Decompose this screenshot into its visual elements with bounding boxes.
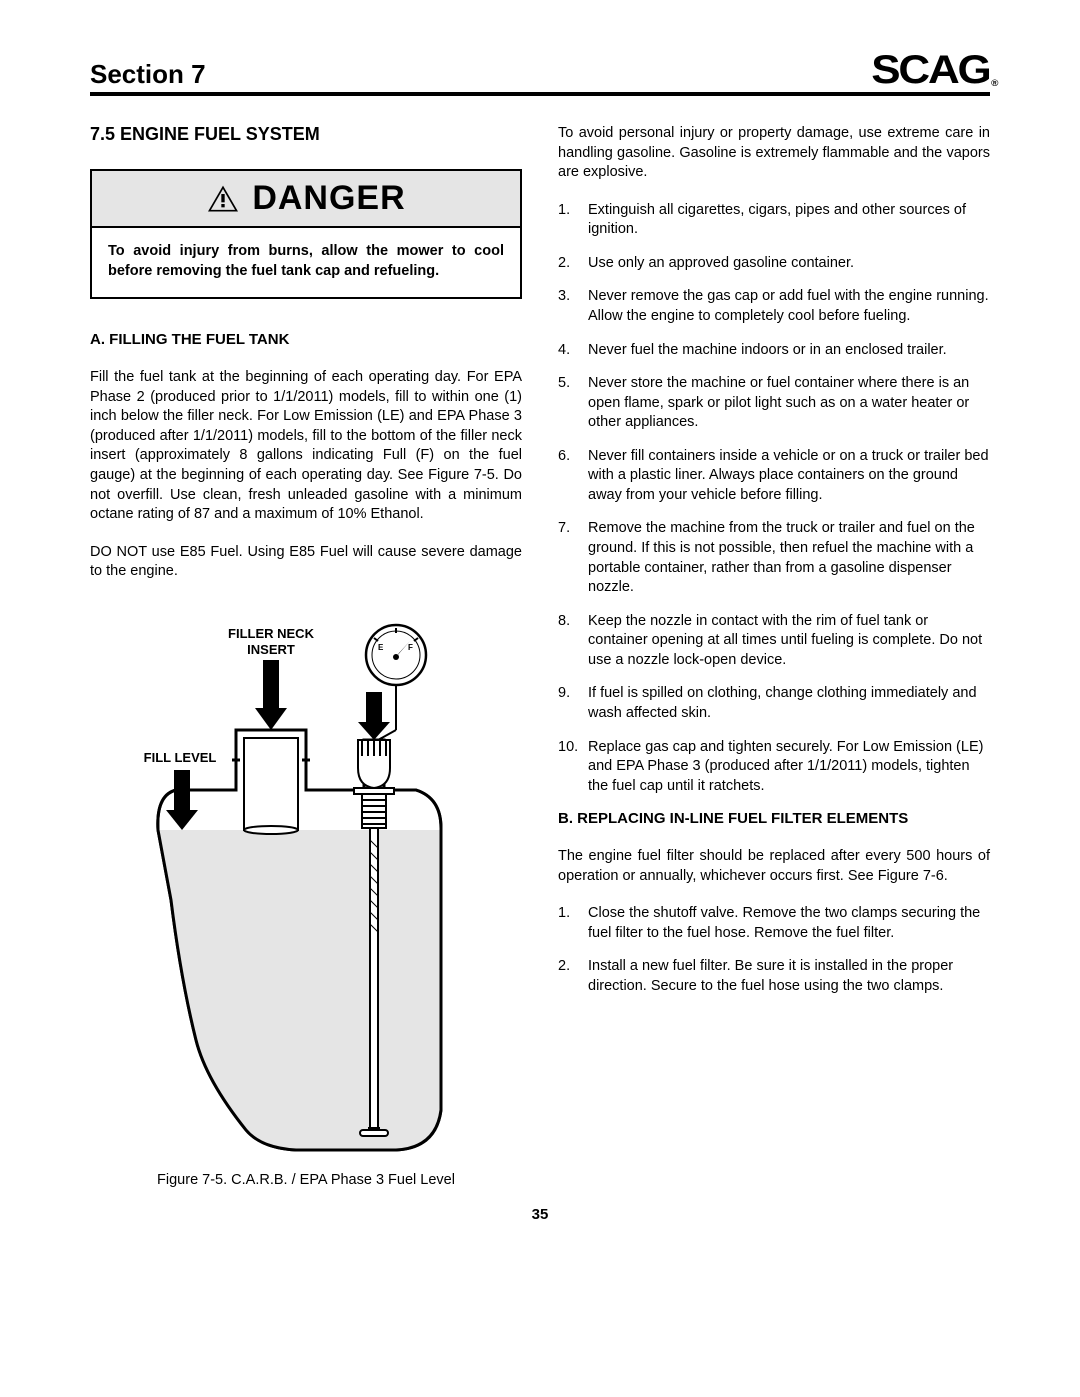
label-fill-level: FILL LEVEL (144, 750, 217, 765)
svg-text:E: E (378, 643, 384, 652)
page-header: Section 7 SCAG (90, 50, 990, 96)
list-item: Use only an approved gasoline container. (558, 254, 990, 274)
danger-body-text: To avoid injury from burns, allow the mo… (92, 228, 520, 297)
subheading-b: B. REPLACING IN-LINE FUEL FILTER ELEMENT… (558, 810, 990, 827)
warning-triangle-icon (206, 184, 240, 214)
figure-7-5: E F FILLER (136, 600, 476, 1160)
danger-title: DANGER (252, 179, 405, 218)
right-column: To avoid personal injury or property dam… (558, 124, 990, 1188)
list-item: Extinguish all cigarettes, cigars, pipes… (558, 201, 990, 240)
list-item: If fuel is spilled on clothing, change c… (558, 684, 990, 723)
list-item: Never fill containers inside a vehicle o… (558, 447, 990, 506)
list-item: Never remove the gas cap or add fuel wit… (558, 287, 990, 326)
danger-header: DANGER (92, 171, 520, 228)
heading-7-5: 7.5 ENGINE FUEL SYSTEM (90, 124, 522, 145)
subheading-a: A. FILLING THE FUEL TANK (90, 331, 522, 348)
content-columns: 7.5 ENGINE FUEL SYSTEM DANGER To avoid i… (90, 124, 990, 1188)
label-filler-neck: FILLER NECK (228, 626, 315, 641)
para-filter: The engine fuel filter should be replace… (558, 847, 990, 886)
para-e85: DO NOT use E85 Fuel. Using E85 Fuel will… (90, 543, 522, 582)
filter-steps-list: Close the shutoff valve. Remove the two … (558, 904, 990, 996)
para-fill-tank: Fill the fuel tank at the beginning of e… (90, 368, 522, 525)
brand-logo: SCAG (872, 50, 990, 90)
list-item: Close the shutoff valve. Remove the two … (558, 904, 990, 943)
list-item: Never fuel the machine indoors or in an … (558, 341, 990, 361)
list-item: Install a new fuel filter. Be sure it is… (558, 957, 990, 996)
para-intro-right: To avoid personal injury or property dam… (558, 124, 990, 183)
list-item: Never store the machine or fuel containe… (558, 374, 990, 433)
safety-list: Extinguish all cigarettes, cigars, pipes… (558, 201, 990, 797)
left-column: 7.5 ENGINE FUEL SYSTEM DANGER To avoid i… (90, 124, 522, 1188)
list-item: Remove the machine from the truck or tra… (558, 519, 990, 597)
svg-text:F: F (408, 643, 413, 652)
page-number: 35 (90, 1206, 990, 1223)
danger-callout: DANGER To avoid injury from burns, allow… (90, 169, 522, 299)
label-insert: INSERT (247, 642, 295, 657)
list-item: Replace gas cap and tighten securely. Fo… (558, 738, 990, 797)
figure-caption: Figure 7-5. C.A.R.B. / EPA Phase 3 Fuel … (90, 1172, 522, 1188)
list-item: Keep the nozzle in contact with the rim … (558, 612, 990, 671)
section-title: Section 7 (90, 59, 206, 90)
